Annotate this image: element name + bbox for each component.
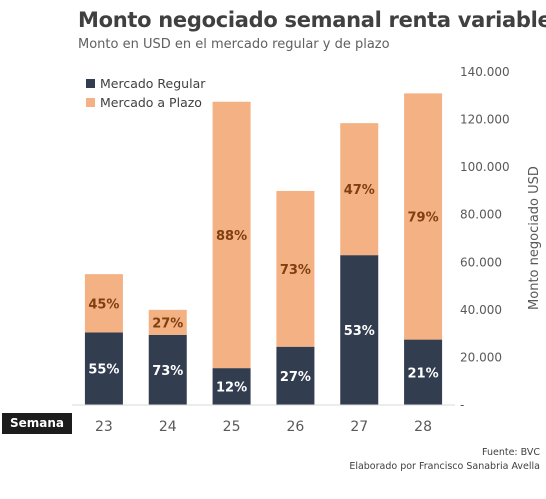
y-tick-label-2: 40.000 bbox=[460, 303, 502, 317]
chart-title: Monto negociado semanal renta variable bbox=[78, 8, 546, 32]
y-tick-label-3: 60.000 bbox=[460, 255, 502, 269]
segment-label-plazo-23: 45% bbox=[88, 297, 119, 312]
segment-label-regular-27: 53% bbox=[344, 324, 375, 339]
bar-segment-plazo-26 bbox=[276, 190, 315, 347]
x-tick-label-28: 28 bbox=[414, 419, 432, 435]
x-tick-label-24: 24 bbox=[159, 419, 177, 435]
segment-labels-group: 55% 45% 73% 27% 12% 88% 27% 73% 53% 47% 21% 79% bbox=[88, 183, 438, 395]
segment-label-regular-24: 73% bbox=[152, 364, 183, 379]
chart-subtitle: Monto en USD en el mercado regular y de … bbox=[78, 37, 390, 52]
bar-segment-regular-23 bbox=[84, 332, 123, 405]
bar-segment-plazo-25 bbox=[212, 101, 251, 369]
segment-label-regular-23: 55% bbox=[88, 363, 119, 378]
bar-segment-plazo-27 bbox=[340, 123, 379, 256]
y-tick-label-5: 100.000 bbox=[460, 160, 510, 174]
bar-segment-plazo-23 bbox=[84, 274, 123, 333]
bar-segment-regular-24 bbox=[148, 334, 187, 405]
y-tick-label-0: - bbox=[460, 398, 464, 412]
x-tick-labels-group: 23 24 25 26 27 28 bbox=[95, 419, 432, 435]
segment-label-plazo-26: 73% bbox=[280, 263, 311, 278]
y-axis-label: Monto negociado USD bbox=[527, 166, 542, 310]
x-tick-label-25: 25 bbox=[223, 419, 241, 435]
bar-segment-plazo-28 bbox=[404, 93, 443, 340]
segment-label-plazo-25: 88% bbox=[216, 229, 247, 244]
y-tick-label-1: 20.000 bbox=[460, 350, 502, 364]
y-tick-label-6: 120.000 bbox=[460, 113, 510, 127]
legend-swatch-regular bbox=[86, 79, 95, 88]
y-tick-label-7: 140.000 bbox=[460, 65, 510, 79]
legend-swatch-plazo bbox=[86, 98, 95, 107]
legend-label-plazo: Mercado a Plazo bbox=[100, 95, 202, 110]
bar-segment-regular-28 bbox=[404, 339, 443, 405]
segment-label-regular-25: 12% bbox=[216, 381, 247, 396]
segment-label-plazo-28: 79% bbox=[408, 210, 439, 225]
bar-segment-regular-26 bbox=[276, 346, 315, 405]
source-text: Fuente: BVC bbox=[482, 447, 540, 458]
bar-segment-regular-25 bbox=[212, 368, 251, 405]
bars-group bbox=[84, 93, 443, 405]
legend-label-regular: Mercado Regular bbox=[100, 76, 206, 91]
x-tick-label-23: 23 bbox=[95, 419, 113, 435]
y-tick-labels-group: - 20.000 40.000 60.000 80.000 100.000 120.000 1… bbox=[460, 65, 510, 412]
segment-label-plazo-24: 27% bbox=[152, 316, 183, 331]
segment-label-regular-26: 27% bbox=[280, 370, 311, 385]
source-note: Fuente: BVC Elaborado por Francisco Sana… bbox=[349, 446, 540, 474]
credit-text: Elaborado por Francisco Sanabria Avella bbox=[349, 461, 540, 472]
y-tick-label-4: 80.000 bbox=[460, 208, 502, 222]
bar-segment-plazo-24 bbox=[148, 309, 187, 335]
x-tick-label-26: 26 bbox=[287, 419, 305, 435]
legend: Mercado Regular Mercado a Plazo bbox=[86, 76, 206, 110]
x-tick-label-27: 27 bbox=[350, 419, 368, 435]
bar-segment-regular-27 bbox=[340, 255, 379, 405]
x-axis-label-badge: Semana bbox=[2, 413, 72, 434]
segment-label-regular-28: 21% bbox=[408, 366, 439, 381]
segment-label-plazo-27: 47% bbox=[344, 183, 375, 198]
